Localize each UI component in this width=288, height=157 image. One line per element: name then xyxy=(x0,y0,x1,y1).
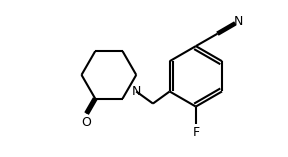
Text: O: O xyxy=(82,116,92,130)
Text: N: N xyxy=(132,85,141,98)
Text: F: F xyxy=(192,126,199,139)
Text: N: N xyxy=(234,15,243,28)
